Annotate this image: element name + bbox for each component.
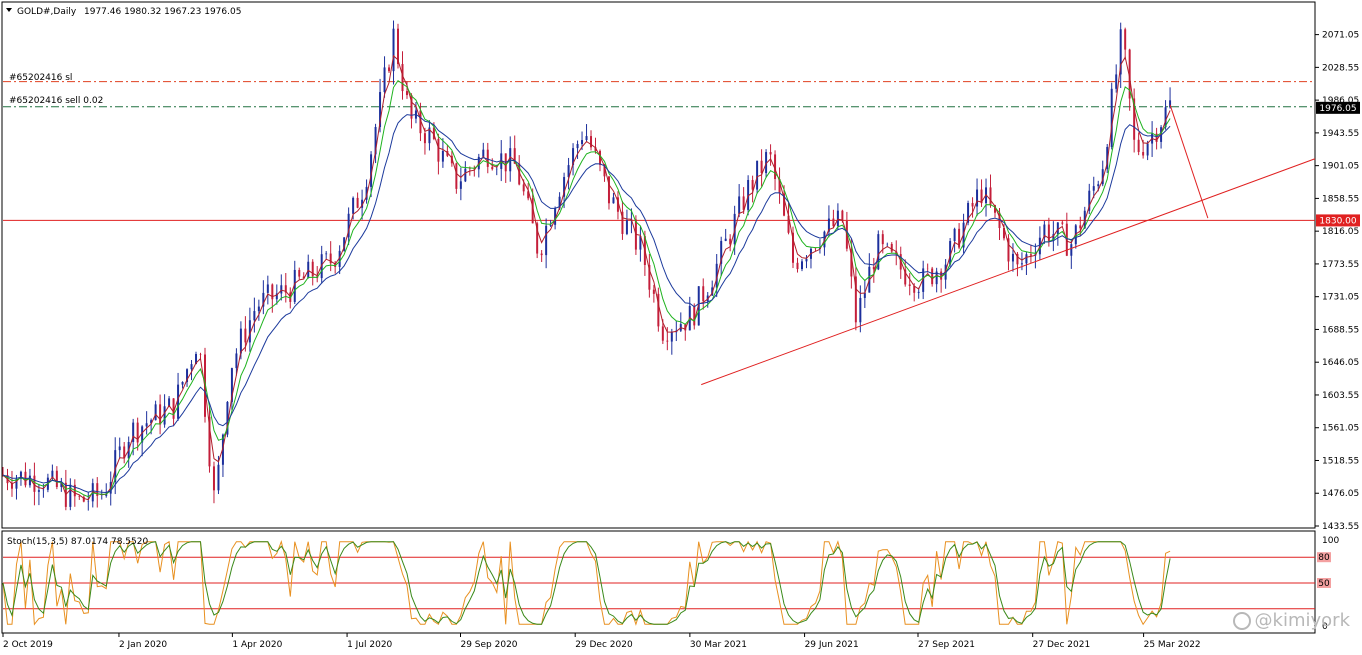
price-tick-label: 1646.05 [1322,358,1359,368]
candles [2,20,1172,511]
ohlc-readout: 1977.46 1980.32 1967.23 1976.05 [84,7,241,17]
stoch-level-tag [1317,552,1331,563]
time-tick-label: 29 Jun 2021 [805,640,859,650]
price-tick-label: 1688.55 [1322,325,1359,335]
projection-line [1169,104,1209,219]
price-tick-label: 2071.05 [1322,31,1359,41]
time-tick-label: 27 Sep 2021 [918,640,975,650]
symbol-title: GOLD#,Daily [17,7,77,17]
watermark-text: @kimiyork [1254,610,1350,631]
price-tick-label: 1986.05 [1322,96,1359,106]
price-tick-label: 1816.05 [1322,227,1359,237]
price-tick-label: 1943.55 [1322,129,1359,139]
drawn-lines [701,104,1316,386]
stoch-axis-min: 0 [1322,622,1328,632]
time-tick-label: 29 Dec 2020 [575,640,633,650]
time-tick-label: 1 Apr 2020 [232,640,282,650]
stoch-level-label: 50 [1318,579,1330,589]
watermark: @kimiyork [1232,610,1350,631]
time-tick-label: 27 Dec 2021 [1033,640,1091,650]
horizontal-levels: 1830.00 1976.05 [3,101,1360,227]
moving-averages [2,54,1171,501]
price-tick-label: 1433.55 [1322,522,1359,532]
ma-fast-line [2,54,1171,501]
price-tick-label: 1773.55 [1322,260,1359,270]
time-tick-label: 2 Oct 2019 [3,640,53,650]
stoch-axis-max: 100 [1322,536,1339,546]
trendline [701,158,1316,386]
support-price-tag [1316,214,1360,227]
price-tick-label: 2028.55 [1322,63,1359,73]
price-tick-label: 1476.05 [1322,489,1359,499]
price-axis: 2071.05 2028.55 1986.05 1943.55 1901.05 1858.… [1315,31,1359,532]
price-tick-label: 1858.55 [1322,194,1359,204]
stoch-pane-frame [1,530,1316,634]
stochastic-oscillator: 80 50 100 0 [2,536,1339,632]
main-pane-frame [1,1,1316,529]
price-tick-label: 1518.55 [1322,456,1359,466]
current-price-tag [1316,101,1360,114]
price-tick-label: 1901.05 [1322,162,1359,172]
support-price-label: 1830.00 [1319,216,1356,226]
ma-mid-line [2,80,1171,498]
order-lines [3,81,1315,108]
stoch-signal-line [2,541,1171,625]
price-tick-label: 1603.55 [1322,391,1359,401]
time-tick-label: 25 Mar 2022 [1144,640,1201,650]
stoch-title: Stoch(15,3,5) 87.0174 78.5520 [7,537,148,547]
stoch-level-tag [1317,578,1331,588]
symbol-dropdown-icon[interactable] [6,8,12,12]
price-tick-label: 1731.05 [1322,293,1359,303]
ma-slow-line [2,113,1171,494]
time-axis: 2 Oct 2019 2 Jan 2020 1 Apr 2020 1 Jul 2020… [2,633,1201,650]
current-price-label: 1976.05 [1319,104,1356,114]
order-sl-label: #65202416 sl [9,73,72,83]
time-tick-label: 30 Mar 2021 [690,640,747,650]
order-sell-label: #65202416 sell 0.02 [9,96,103,106]
time-tick-label: 1 Jul 2020 [347,640,392,650]
price-tick-label: 1561.05 [1322,424,1359,434]
stoch-level-label: 80 [1318,553,1330,563]
time-tick-label: 2 Jan 2020 [119,640,167,650]
time-tick-label: 29 Sep 2020 [460,640,517,650]
watermark-logo-icon [1232,612,1251,630]
